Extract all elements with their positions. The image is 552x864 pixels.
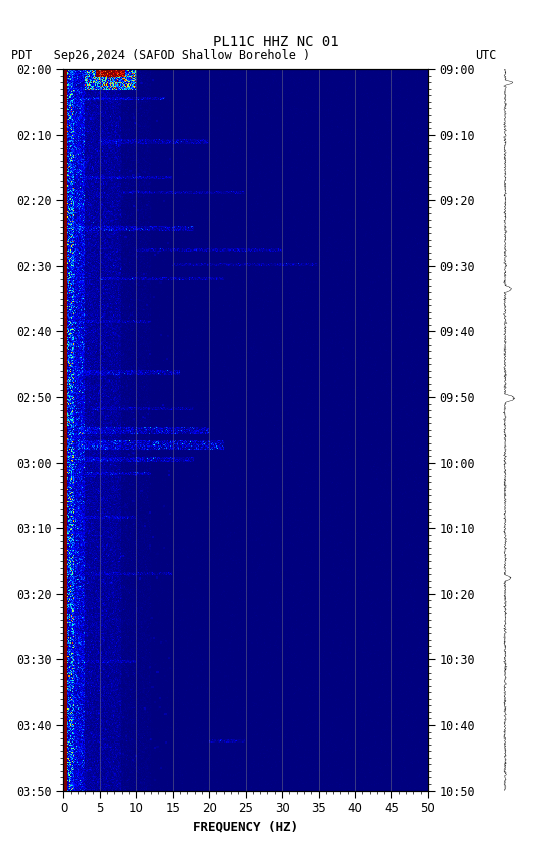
Text: UTC: UTC xyxy=(475,49,497,62)
X-axis label: FREQUENCY (HZ): FREQUENCY (HZ) xyxy=(193,821,298,834)
Text: (SAFOD Shallow Borehole ): (SAFOD Shallow Borehole ) xyxy=(132,49,311,62)
Text: PDT   Sep26,2024: PDT Sep26,2024 xyxy=(11,49,125,62)
Text: PL11C HHZ NC 01: PL11C HHZ NC 01 xyxy=(213,35,339,48)
